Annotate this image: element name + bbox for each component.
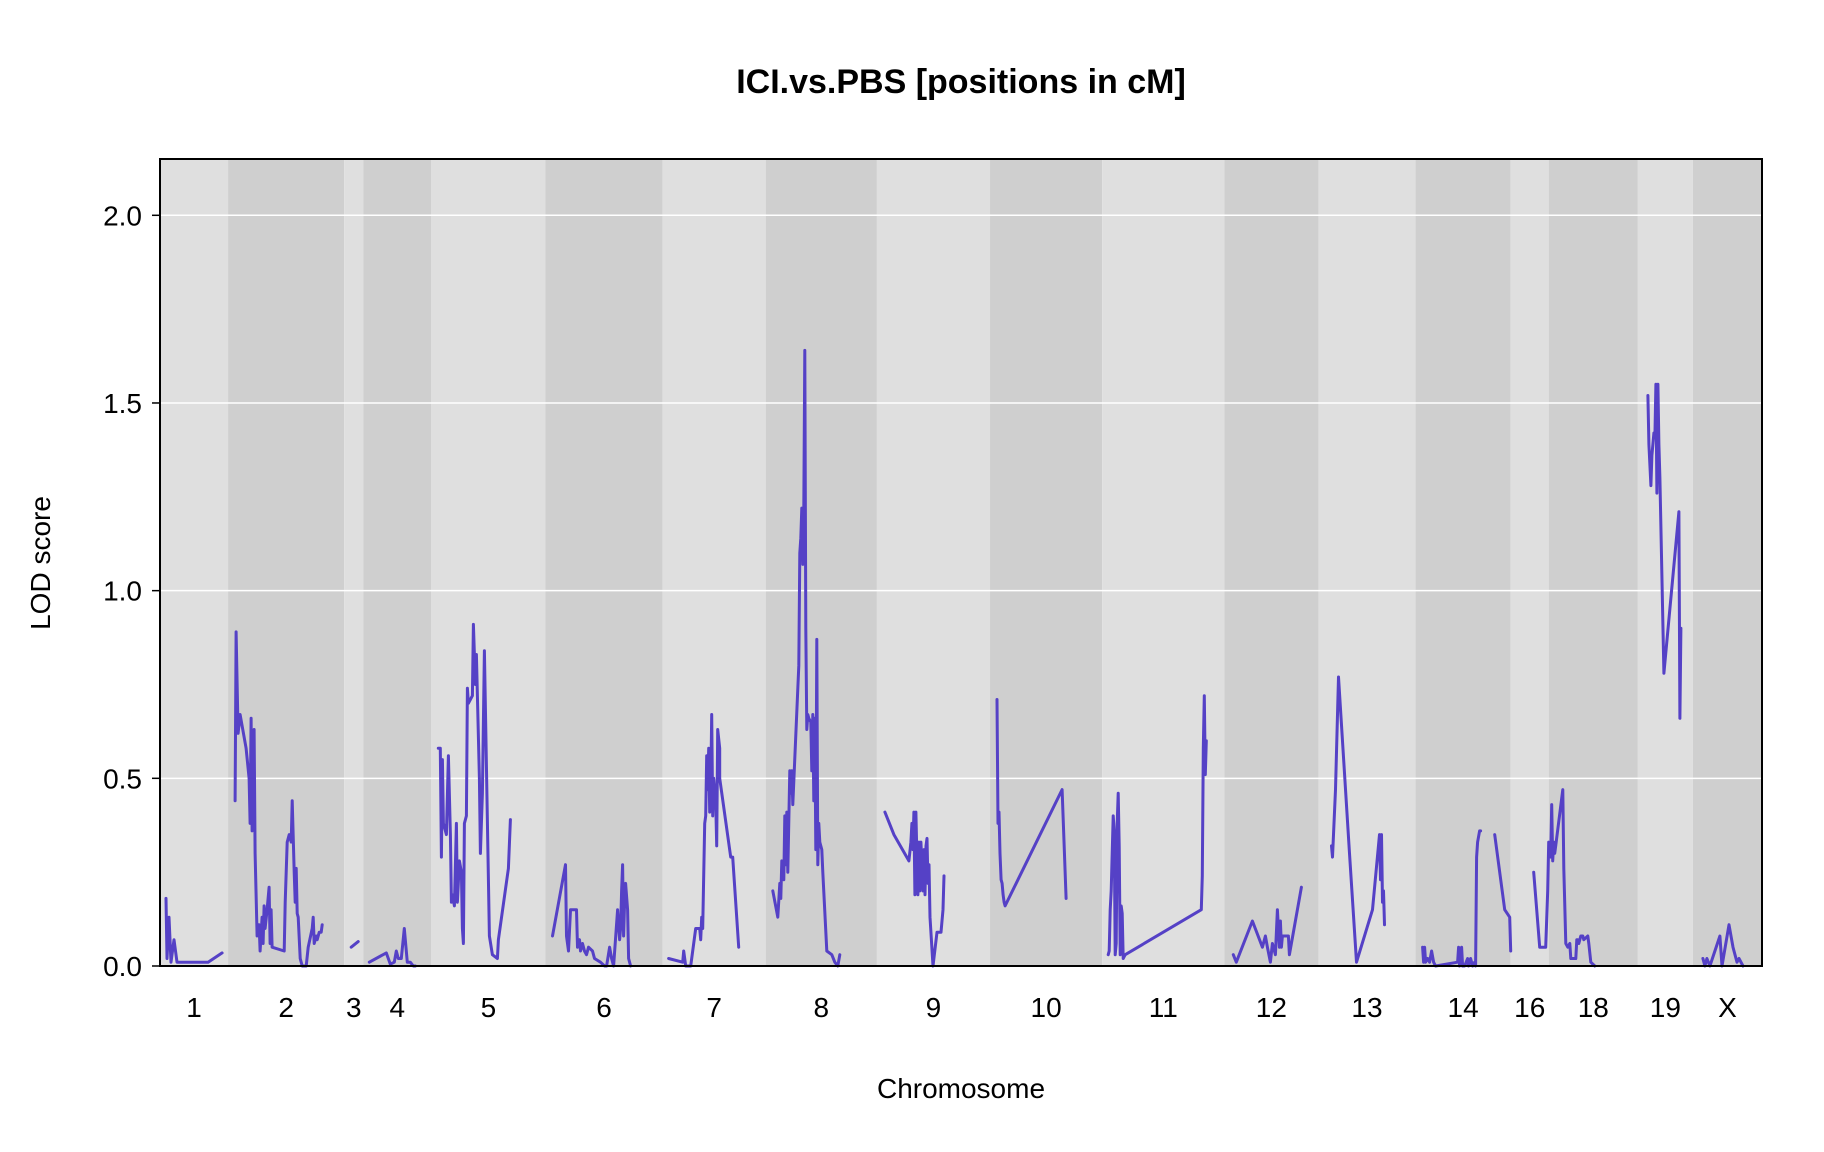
lod-line-segment xyxy=(233,630,324,968)
chromosome-band xyxy=(1637,159,1693,966)
chromosome-band xyxy=(990,159,1103,966)
lod-line-segment xyxy=(349,940,360,949)
x-tick-label: 13 xyxy=(1351,992,1382,1023)
lod-line-segment xyxy=(667,713,741,968)
y-tick-label: 2.0 xyxy=(103,200,142,231)
x-tick-label: 18 xyxy=(1578,992,1609,1023)
x-tick-label: 3 xyxy=(346,992,362,1023)
lod-line-segment xyxy=(883,810,946,968)
chromosome-bands xyxy=(160,159,1762,966)
y-axis: 0.0 0.5 1.0 1.5 2.0 xyxy=(103,200,160,982)
lod-line-segment xyxy=(1532,788,1597,968)
lod-line-segment xyxy=(551,863,633,968)
x-tick-label: 2 xyxy=(278,992,294,1023)
x-axis: 1 2 3 4 5 6 7 8 9 10 11 12 13 14 16 18 19 X xyxy=(186,992,1737,1023)
x-tick-label: 11 xyxy=(1149,992,1178,1023)
x-tick-label: 8 xyxy=(814,992,830,1023)
lod-line-segment xyxy=(1646,382,1683,720)
chart-title: ICI.vs.PBS [positions in cM] xyxy=(736,63,1186,101)
x-axis-title: Chromosome xyxy=(877,1073,1045,1104)
gridlines xyxy=(160,214,1762,780)
x-tick-label: 1 xyxy=(186,992,202,1023)
lod-line-segment xyxy=(995,698,1068,908)
chromosome-band xyxy=(160,159,229,966)
x-tick-label: 19 xyxy=(1650,992,1681,1023)
x-tick-label: 14 xyxy=(1448,992,1479,1023)
lod-line-segment xyxy=(1231,885,1303,964)
chromosome-band xyxy=(363,159,432,966)
x-tick-label: 9 xyxy=(926,992,942,1023)
x-tick-label: 12 xyxy=(1256,992,1287,1023)
chromosome-band xyxy=(545,159,663,966)
chromosome-band xyxy=(228,159,345,966)
x-tick-label: 7 xyxy=(706,992,722,1023)
x-tick-label: 16 xyxy=(1514,992,1545,1023)
y-axis-title: LOD score xyxy=(25,496,56,630)
x-tick-label: 10 xyxy=(1031,992,1062,1023)
x-tick-label: 6 xyxy=(596,992,612,1023)
lod-line-segment xyxy=(367,927,417,968)
y-tick-label: 0.0 xyxy=(103,951,142,982)
chromosome-band xyxy=(1510,159,1549,966)
chromosome-band xyxy=(662,159,766,966)
lod-line-segment xyxy=(1701,923,1745,968)
x-tick-label: X xyxy=(1718,992,1737,1023)
lod-line-segment xyxy=(771,348,842,968)
chromosome-band xyxy=(1224,159,1319,966)
x-tick-label: 4 xyxy=(390,992,406,1023)
y-tick-label: 1.5 xyxy=(103,388,142,419)
y-tick-label: 1.0 xyxy=(103,576,142,607)
chromosome-band xyxy=(876,159,991,966)
chromosome-band xyxy=(1692,159,1762,966)
chromosome-band xyxy=(1415,159,1511,966)
chromosome-band xyxy=(344,159,364,966)
x-tick-label: 5 xyxy=(481,992,497,1023)
lod-line-segment xyxy=(436,622,512,960)
plot-frame xyxy=(159,158,1763,967)
y-tick-label: 0.5 xyxy=(103,763,142,794)
lod-line-segment xyxy=(164,896,224,964)
lod-line-segment xyxy=(1330,675,1386,964)
lod-line-segment xyxy=(1493,833,1513,953)
lod-line-segment xyxy=(1106,694,1208,960)
